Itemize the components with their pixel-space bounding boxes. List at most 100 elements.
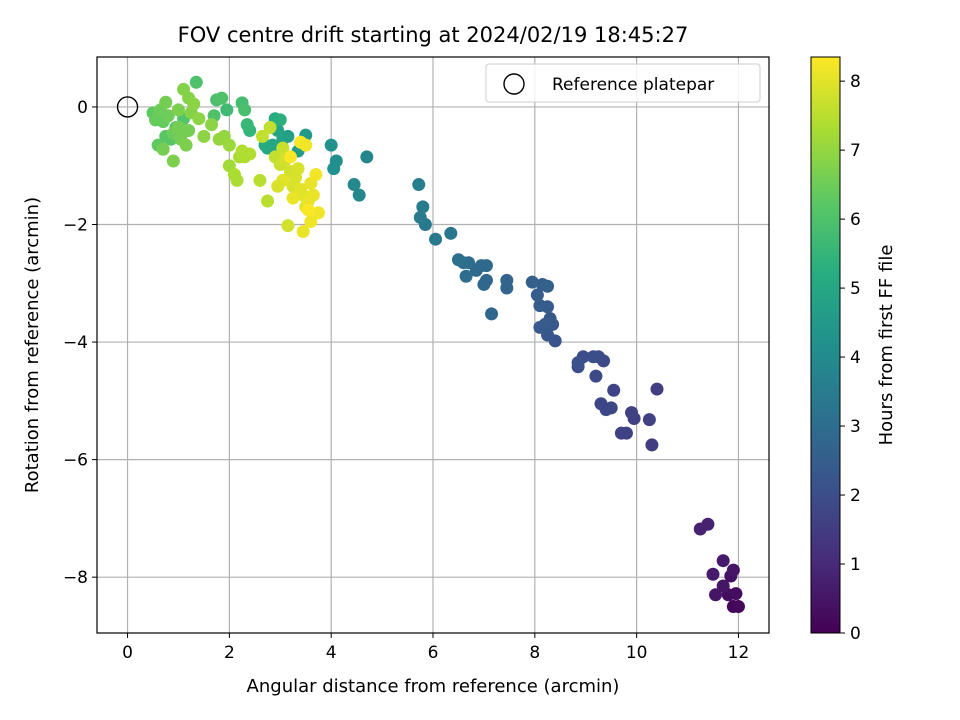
scatter-point xyxy=(429,232,443,246)
scatter-point xyxy=(607,383,621,397)
scatter-point xyxy=(530,288,544,302)
scatter-point xyxy=(215,91,229,105)
scatter-point xyxy=(171,103,185,117)
scatter-point xyxy=(709,588,723,602)
scatter-point xyxy=(706,567,720,581)
scatter-point xyxy=(324,138,338,152)
scatter-point xyxy=(220,103,234,117)
scatter-point xyxy=(645,438,659,452)
scatter-point xyxy=(412,178,426,192)
colorbar-tick-label: 0 xyxy=(850,624,861,644)
scatter-point xyxy=(159,95,173,109)
scatter-point xyxy=(283,150,297,164)
colorbar-gradient xyxy=(810,56,841,634)
scatter-point xyxy=(716,554,730,568)
scatter-point xyxy=(309,168,323,182)
scatter-point xyxy=(276,141,290,155)
scatter-point xyxy=(500,281,514,295)
scatter-point xyxy=(642,413,656,427)
scatter-point xyxy=(301,203,315,217)
scatter-point xyxy=(304,215,318,229)
x-tick-label: 6 xyxy=(428,643,439,663)
scatter-point xyxy=(693,522,707,536)
x-tick-label: 8 xyxy=(529,643,540,663)
colorbar-tick-label: 7 xyxy=(850,141,861,161)
scatter-point xyxy=(281,219,295,233)
scatter-point xyxy=(327,162,341,176)
scatter-point xyxy=(291,162,305,176)
scatter-point xyxy=(311,206,325,220)
scatter-point xyxy=(716,579,730,593)
scatter-point xyxy=(571,356,585,370)
scatter-point xyxy=(459,269,473,283)
scatter-point xyxy=(360,150,374,164)
colorbar-tick-label: 8 xyxy=(850,72,861,92)
scatter-point xyxy=(625,406,639,420)
scatter-point xyxy=(451,253,465,267)
y-tick-label: −2 xyxy=(63,216,88,236)
scatter-point xyxy=(347,178,361,192)
scatter-point xyxy=(352,188,366,202)
scatter-point xyxy=(525,275,539,289)
legend-box xyxy=(485,63,761,103)
chart-title: FOV centre drift starting at 2024/02/19 … xyxy=(178,23,689,47)
colorbar-tick-label: 1 xyxy=(850,555,861,575)
scatter-point xyxy=(444,226,458,240)
scatter-points xyxy=(146,75,745,614)
scatter-point xyxy=(222,138,236,152)
scatter-point xyxy=(413,210,427,224)
colorbar-label: Hours from first FF file xyxy=(876,245,897,446)
scatter-point xyxy=(538,317,552,331)
y-tick-label: −4 xyxy=(63,333,88,353)
x-axis-label: Angular distance from reference (arcmin) xyxy=(247,676,620,697)
scatter-point xyxy=(189,75,203,89)
legend: Reference platepar xyxy=(485,63,761,103)
scatter-point xyxy=(541,279,555,293)
scatter-point xyxy=(261,194,275,208)
reference-point-marker xyxy=(116,96,139,118)
colorbar-tick-label: 6 xyxy=(850,210,861,230)
scatter-point xyxy=(586,350,600,364)
scatter-point xyxy=(240,118,254,132)
y-tick-label: −6 xyxy=(63,451,88,471)
scatter-point xyxy=(255,129,269,143)
scatter-point xyxy=(238,103,252,117)
scatter-point xyxy=(296,225,310,239)
scatter-point xyxy=(306,188,320,202)
y-tick-label: 0 xyxy=(77,98,88,118)
scatter-point xyxy=(253,173,267,187)
scatter-point xyxy=(197,129,211,143)
legend-marker-icon xyxy=(503,73,525,95)
x-tick-label: 0 xyxy=(122,643,133,663)
scatter-point xyxy=(589,369,603,383)
x-axis-ticks: 0 2 4 6 8 10 12 xyxy=(122,633,749,663)
scatter-point xyxy=(171,121,185,135)
x-tick-label: 12 xyxy=(728,643,750,663)
x-tick-label: 10 xyxy=(626,643,648,663)
scatter-point xyxy=(485,307,499,321)
scatter-point xyxy=(594,397,608,411)
scatter-point xyxy=(477,277,491,291)
y-tick-label: −8 xyxy=(63,568,88,588)
scatter-point xyxy=(299,138,313,152)
scatter-point xyxy=(179,138,193,152)
grid-lines xyxy=(97,57,769,633)
x-tick-label: 4 xyxy=(326,643,337,663)
scatter-point xyxy=(650,382,664,396)
colorbar-ticks: 0 1 2 3 4 5 6 7 8 xyxy=(840,72,861,644)
scatter-point xyxy=(604,401,618,415)
scatter-point xyxy=(205,118,219,132)
scatter-point xyxy=(230,173,244,187)
x-tick-label: 2 xyxy=(224,643,235,663)
colorbar-tick-label: 4 xyxy=(850,348,861,368)
legend-label: Reference platepar xyxy=(552,75,714,95)
scatter-point xyxy=(161,109,175,123)
y-axis-label: Rotation from reference (arcmin) xyxy=(22,197,43,493)
scatter-point xyxy=(273,113,287,127)
scatter-point xyxy=(156,142,170,156)
scatter-point xyxy=(286,191,300,205)
scatter-point xyxy=(271,179,285,193)
scatter-point xyxy=(416,200,430,214)
colorbar-tick-label: 5 xyxy=(850,279,861,299)
